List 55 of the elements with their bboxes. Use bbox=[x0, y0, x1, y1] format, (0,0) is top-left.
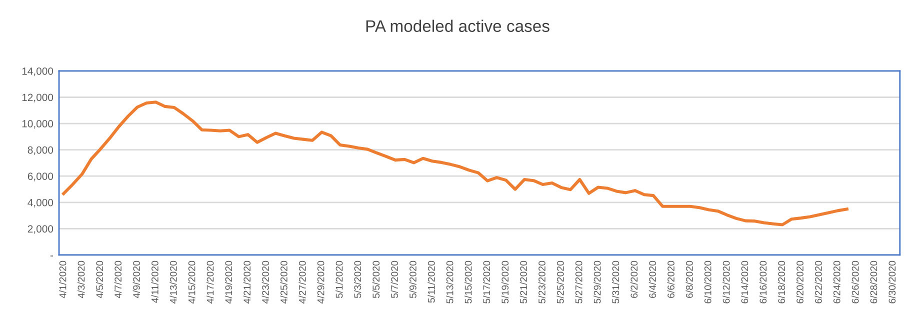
x-tick-label: 4/23/2020 bbox=[262, 260, 269, 304]
x-tick-label: 5/1/2020 bbox=[336, 260, 343, 298]
x-tick-label: 4/13/2020 bbox=[170, 260, 177, 304]
y-tick-label: 2,000 bbox=[28, 225, 54, 234]
x-tick-label: 5/3/2020 bbox=[354, 260, 362, 298]
x-tick-label: 6/30/2020 bbox=[888, 260, 896, 304]
x-tick-label: 5/5/2020 bbox=[372, 260, 380, 298]
x-tick-label: 4/27/2020 bbox=[298, 260, 306, 304]
x-tick-label: 4/21/2020 bbox=[243, 260, 251, 304]
x-tick-label: 4/3/2020 bbox=[78, 260, 85, 298]
x-tick-label: 4/15/2020 bbox=[188, 260, 196, 304]
line-series bbox=[62, 100, 848, 226]
x-tick-label: 4/11/2020 bbox=[151, 260, 158, 303]
x-tick-label: 4/5/2020 bbox=[96, 260, 104, 298]
x-tick-label: 5/25/2020 bbox=[556, 260, 564, 304]
x-tick-label: 5/31/2020 bbox=[612, 260, 620, 304]
x-tick-label: 5/21/2020 bbox=[520, 260, 527, 304]
y-tick-label: 4,000 bbox=[28, 198, 54, 208]
y-tick-label: 6,000 bbox=[28, 172, 54, 182]
x-tick-label: 4/25/2020 bbox=[280, 260, 288, 304]
x-tick-label: 4/9/2020 bbox=[132, 260, 140, 298]
x-tick-label: 4/1/2020 bbox=[59, 260, 66, 298]
x-tick-label: 4/29/2020 bbox=[317, 260, 324, 304]
x-tick-label: 5/23/2020 bbox=[538, 260, 546, 304]
x-tick-label: 5/27/2020 bbox=[575, 260, 582, 304]
x-tick-label: 6/22/2020 bbox=[814, 260, 822, 304]
x-tick-label: 4/19/2020 bbox=[224, 260, 232, 304]
x-tick-label: 6/16/2020 bbox=[759, 260, 767, 304]
x-tick-label: 5/9/2020 bbox=[409, 260, 416, 298]
chart-title: PA modeled active cases bbox=[366, 20, 550, 32]
x-tick-label: 6/2/2020 bbox=[630, 260, 638, 298]
y-tick-label: 8,000 bbox=[28, 146, 54, 155]
x-tick-label: 6/6/2020 bbox=[667, 260, 674, 298]
x-tick-label: 6/28/2020 bbox=[870, 260, 878, 304]
y-tick-label: 10,000 bbox=[22, 120, 54, 129]
x-tick-label: 5/11/2020 bbox=[428, 260, 435, 303]
x-tick-label: 5/13/2020 bbox=[446, 260, 454, 304]
y-tick-label: 12,000 bbox=[22, 94, 54, 102]
x-tick-label: 6/12/2020 bbox=[722, 260, 730, 304]
x-tick-label: 6/24/2020 bbox=[833, 260, 840, 304]
x-tick-label: 6/4/2020 bbox=[648, 260, 656, 298]
x-tick-label: 5/29/2020 bbox=[594, 260, 601, 304]
x-tick-label: 6/20/2020 bbox=[796, 260, 804, 304]
x-tick-label: 6/26/2020 bbox=[852, 260, 859, 304]
y-tick-label: 14,000 bbox=[22, 67, 54, 76]
x-tick-label: 6/10/2020 bbox=[704, 260, 712, 304]
x-tick-label: 4/7/2020 bbox=[114, 260, 122, 298]
x-tick-label: 5/17/2020 bbox=[482, 260, 490, 304]
x-tick-label: 4/17/2020 bbox=[206, 260, 214, 304]
x-tick-label: 5/15/2020 bbox=[464, 260, 472, 304]
x-tick-label: 6/14/2020 bbox=[741, 260, 748, 304]
x-tick-label: 6/8/2020 bbox=[686, 260, 693, 298]
x-tick-label: 5/7/2020 bbox=[390, 260, 398, 298]
x-tick-label: 6/18/2020 bbox=[778, 260, 786, 304]
x-tick-label: 5/19/2020 bbox=[501, 260, 509, 304]
